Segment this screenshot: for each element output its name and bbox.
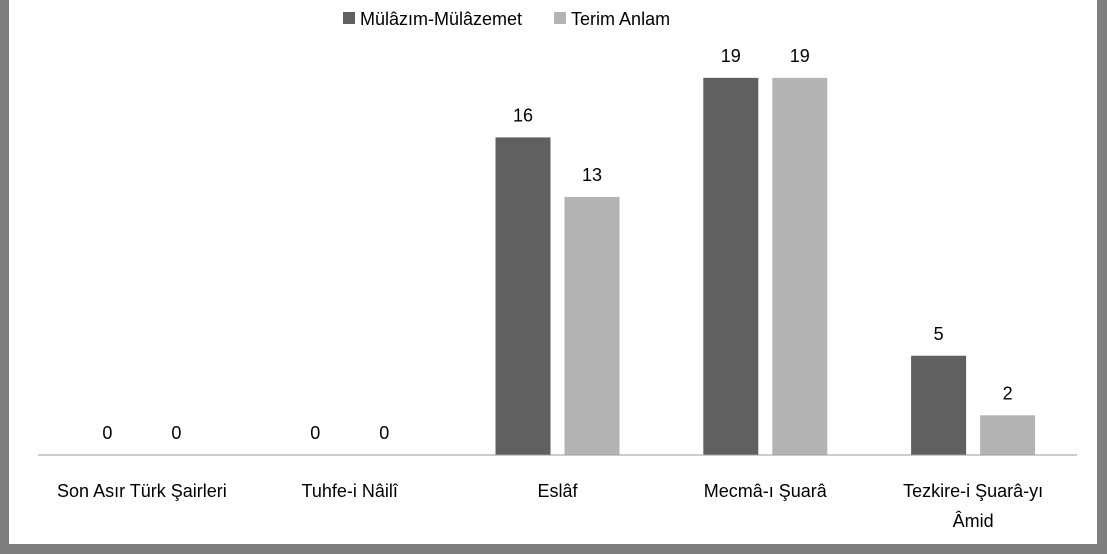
bar [564,196,620,455]
x-tick-label: Eslâf [537,481,578,501]
x-tick-label: Son Asır Türk Şairleri [57,481,227,501]
x-tick-label: Mecmâ-ı Şuarâ [704,481,828,501]
legend-label: Terim Anlam [571,9,670,29]
data-label: 13 [582,165,602,185]
x-tick-label: Tuhfe-i Nâilî [302,481,399,501]
bar [980,415,1036,455]
bar [772,77,828,455]
x-tick-label: Tezkire-i Şuarâ-yı Âmid [903,481,1043,531]
data-label: 19 [790,46,810,66]
legend-swatch [554,12,567,24]
legend-swatch [343,12,355,24]
data-label: 0 [310,423,320,443]
plot-background [9,0,1097,544]
bar [703,77,759,455]
data-label: 5 [934,324,944,344]
legend-label: Mülâzım-Mülâzemet [360,9,522,29]
data-label: 0 [379,423,389,443]
data-label: 16 [513,105,533,125]
data-label: 0 [102,423,112,443]
bar [911,355,967,455]
data-label: 2 [1003,383,1013,403]
data-label: 0 [171,423,181,443]
data-label: 19 [721,46,741,66]
bar [495,137,551,455]
